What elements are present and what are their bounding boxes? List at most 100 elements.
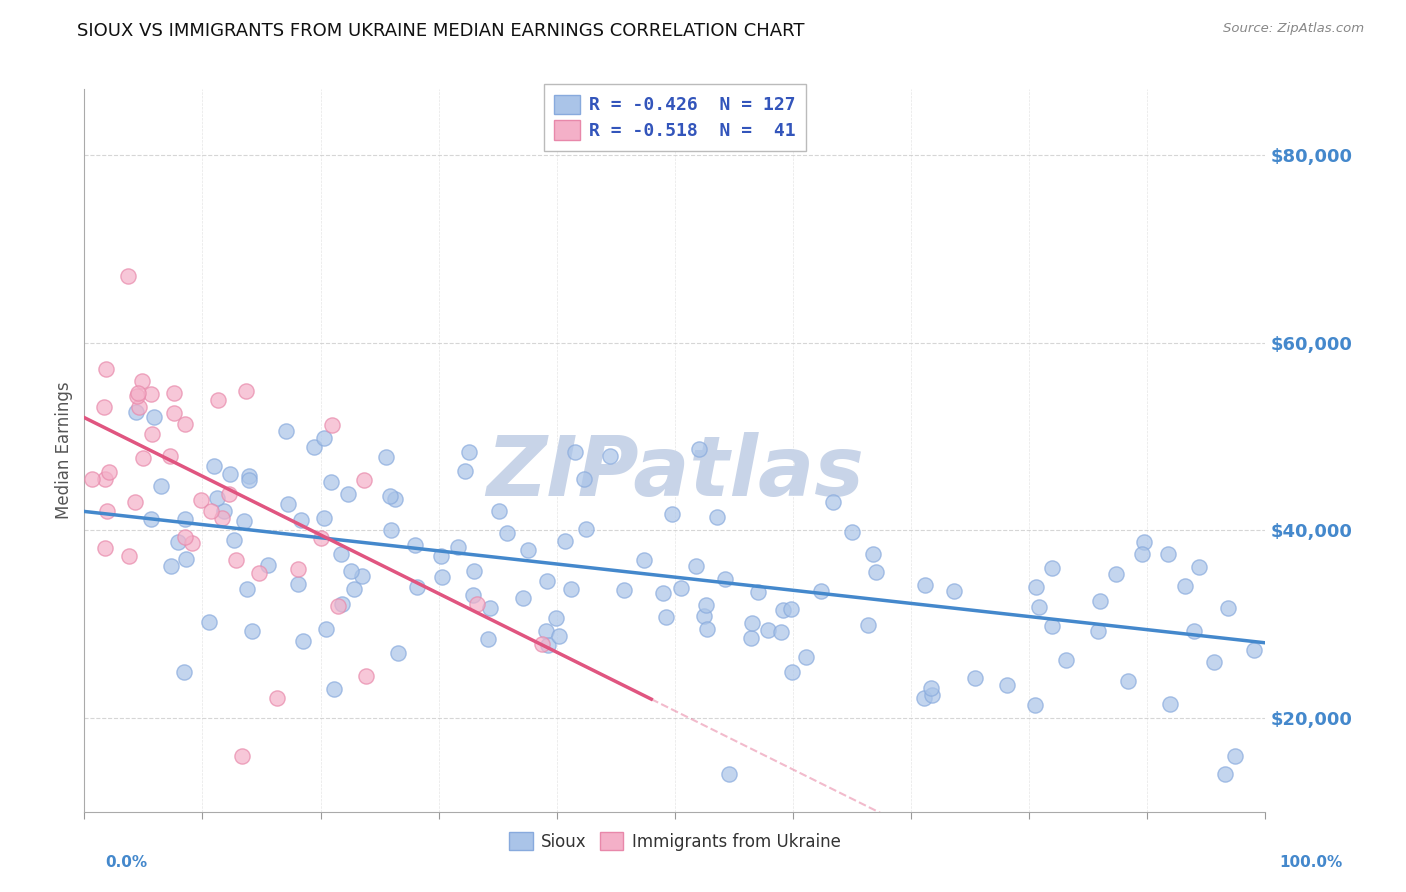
Point — [461, 588, 484, 602]
Point — [218, 486, 240, 500]
Point — [235, 384, 257, 398]
Point — [93, 472, 115, 486]
Point — [1216, 601, 1239, 615]
Point — [1028, 600, 1050, 615]
Point — [633, 553, 655, 567]
Text: SIOUX VS IMMIGRANTS FROM UKRAINE MEDIAN EARNINGS CORRELATION CHART: SIOUX VS IMMIGRANTS FROM UKRAINE MEDIAN … — [77, 22, 804, 40]
Point — [823, 494, 845, 508]
Point — [128, 400, 150, 414]
Point — [163, 406, 186, 420]
Y-axis label: Median Earnings: Median Earnings — [55, 382, 73, 519]
Point — [512, 591, 534, 605]
Point — [613, 583, 636, 598]
Point — [685, 559, 707, 574]
Point — [430, 549, 453, 563]
Point — [287, 562, 309, 576]
Point — [1159, 697, 1181, 711]
Point — [142, 410, 165, 425]
Point — [564, 445, 586, 459]
Point — [238, 468, 260, 483]
Point — [688, 442, 710, 456]
Point — [547, 629, 569, 643]
Point — [352, 569, 374, 583]
Point — [118, 549, 141, 563]
Point — [747, 585, 769, 599]
Point — [536, 574, 558, 588]
Point — [1025, 580, 1047, 594]
Point — [80, 472, 103, 486]
Point — [458, 444, 481, 458]
Point — [1133, 534, 1156, 549]
Point — [447, 540, 470, 554]
Point — [779, 602, 801, 616]
Point — [574, 522, 596, 536]
Point — [212, 504, 235, 518]
Point — [655, 610, 678, 624]
Point — [516, 542, 538, 557]
Point — [1243, 643, 1265, 657]
Point — [163, 386, 186, 401]
Point — [231, 749, 253, 764]
Point — [174, 530, 197, 544]
Point — [770, 624, 793, 639]
Point — [224, 533, 246, 547]
Point — [238, 473, 260, 487]
Point — [463, 564, 485, 578]
Point — [536, 624, 558, 638]
Point — [454, 464, 477, 478]
Point — [695, 599, 717, 613]
Point — [200, 504, 222, 518]
Point — [756, 624, 779, 638]
Point — [236, 582, 259, 596]
Point — [1105, 567, 1128, 582]
Point — [374, 450, 396, 464]
Point — [1040, 618, 1063, 632]
Point — [174, 512, 197, 526]
Point — [920, 681, 942, 695]
Point — [274, 424, 297, 438]
Point — [661, 507, 683, 521]
Point — [198, 615, 221, 629]
Point — [93, 401, 115, 415]
Point — [718, 767, 741, 781]
Point — [242, 624, 264, 639]
Point — [714, 572, 737, 586]
Point — [233, 514, 256, 528]
Point — [794, 649, 817, 664]
Point — [1040, 560, 1063, 574]
Point — [544, 610, 567, 624]
Point — [173, 665, 195, 680]
Point — [1024, 698, 1046, 712]
Text: 0.0%: 0.0% — [105, 855, 148, 870]
Point — [387, 646, 409, 660]
Point — [1213, 767, 1236, 781]
Point — [496, 526, 519, 541]
Point — [290, 513, 312, 527]
Point — [477, 632, 499, 646]
Point — [1223, 749, 1246, 764]
Point — [1182, 624, 1205, 639]
Point — [149, 479, 172, 493]
Point — [856, 617, 879, 632]
Point — [1054, 653, 1077, 667]
Point — [353, 473, 375, 487]
Point — [125, 388, 148, 402]
Point — [1116, 673, 1139, 688]
Point — [277, 497, 299, 511]
Point — [430, 570, 453, 584]
Point — [211, 511, 233, 525]
Point — [96, 362, 118, 376]
Point — [780, 665, 803, 679]
Point — [181, 535, 204, 549]
Point — [741, 616, 763, 631]
Point — [330, 597, 353, 611]
Point — [574, 472, 596, 486]
Point — [1187, 559, 1209, 574]
Point — [599, 450, 621, 464]
Point — [287, 576, 309, 591]
Point — [321, 417, 343, 432]
Point — [406, 580, 429, 594]
Point — [266, 690, 288, 705]
Point — [124, 495, 146, 509]
Point — [314, 511, 336, 525]
